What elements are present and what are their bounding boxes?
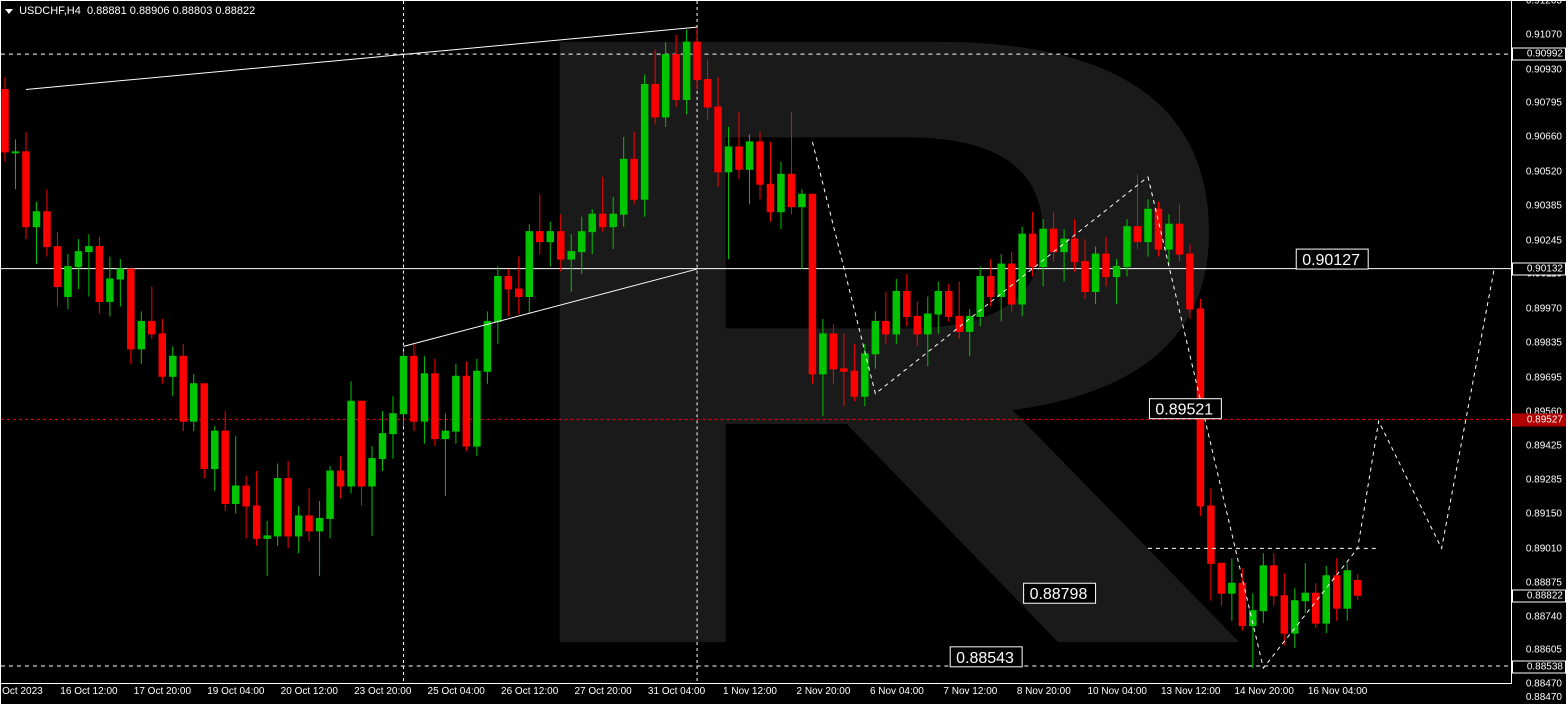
chart-container[interactable]: USDCHF,H4 0.88881 0.88906 0.88803 0.8882… <box>0 0 1567 705</box>
x-tick: 26 Oct 12:00 <box>501 686 558 697</box>
ohlc-l: 0.88803 <box>173 5 213 17</box>
ohlc-c: 0.88822 <box>215 5 255 17</box>
plot-svg: 0.90127 0.89521 0.88798 0.88543 <box>1 1 1511 683</box>
x-tick: 8 Nov 20:00 <box>1017 686 1071 697</box>
x-tick: 13 Oct 2023 <box>0 686 43 697</box>
y-tick: 0.90795 <box>1526 98 1562 109</box>
y-tick: 0.88605 <box>1526 645 1562 656</box>
y-tick: 0.89970 <box>1526 304 1562 315</box>
y-tick: 0.89010 <box>1526 544 1562 555</box>
ohlc-o: 0.88881 <box>87 5 127 17</box>
x-tick: 13 Nov 12:00 <box>1161 686 1221 697</box>
y-tick: 0.91205 <box>1526 0 1562 7</box>
y-price-box: 0.88538 <box>1512 661 1566 674</box>
ohlc-h: 0.88906 <box>130 5 170 17</box>
x-tick: 14 Nov 20:00 <box>1234 686 1294 697</box>
y-tick: 0.91070 <box>1526 29 1562 40</box>
x-tick: 31 Oct 04:00 <box>648 686 705 697</box>
x-tick: 20 Oct 12:00 <box>281 686 338 697</box>
y-tick: 0.89150 <box>1526 509 1562 520</box>
x-tick: 25 Oct 04:00 <box>428 686 485 697</box>
y-tick: 0.90520 <box>1526 167 1562 178</box>
y-price-box: 0.88822 <box>1512 590 1566 603</box>
x-tick: 19 Oct 04:00 <box>207 686 264 697</box>
y-tick: 0.89695 <box>1526 373 1562 384</box>
svg-text:0.88798: 0.88798 <box>1030 586 1088 603</box>
instrument-header: USDCHF,H4 0.88881 0.88906 0.88803 0.8882… <box>5 5 255 17</box>
x-tick: 16 Nov 04:00 <box>1308 686 1368 697</box>
x-tick: 16 Oct 12:00 <box>60 686 117 697</box>
x-tick: 23 Oct 20:00 <box>354 686 411 697</box>
x-tick: 27 Oct 20:00 <box>574 686 631 697</box>
y-tick: 0.89285 <box>1526 475 1562 486</box>
y-price-box: 0.89527 <box>1512 414 1566 427</box>
y-tick: 0.90385 <box>1526 200 1562 211</box>
symbol: USDCHF <box>19 5 64 17</box>
y-tick: 0.88470 <box>1526 679 1562 690</box>
svg-text:0.90127: 0.90127 <box>1302 252 1360 269</box>
x-tick: 2 Nov 20:00 <box>796 686 850 697</box>
watermark-icon <box>560 42 1240 642</box>
y-tick: 0.89425 <box>1526 440 1562 451</box>
svg-text:0.88543: 0.88543 <box>956 650 1014 667</box>
y-tick: 0.88875 <box>1526 577 1562 588</box>
x-axis: 13 Oct 2023 16 Oct 12:00 17 Oct 20:00 19 Oc… <box>1 684 1512 704</box>
y-tick: 0.88740 <box>1526 611 1562 622</box>
timeframe: H4 <box>67 5 81 17</box>
y-tick: 0.90660 <box>1526 132 1562 143</box>
y-tick: 0.90930 <box>1526 64 1562 75</box>
y-price-box: 0.90132 <box>1512 262 1566 275</box>
x-tick: 17 Oct 20:00 <box>134 686 191 697</box>
svg-text:0.89521: 0.89521 <box>1155 402 1213 419</box>
y-axis: 0.91205 0.91070 0.90930 0.90795 0.90660 0.905… <box>1512 1 1566 684</box>
y-axis-bottom-label: 0.88470 <box>1526 692 1562 703</box>
plot-area[interactable]: 0.90127 0.89521 0.88798 0.88543 <box>1 1 1512 684</box>
x-tick: 1 Nov 12:00 <box>723 686 777 697</box>
x-tick: 10 Nov 04:00 <box>1088 686 1148 697</box>
x-tick: 6 Nov 04:00 <box>870 686 924 697</box>
y-tick: 0.89835 <box>1526 338 1562 349</box>
x-tick: 7 Nov 12:00 <box>943 686 997 697</box>
y-price-box: 0.90992 <box>1512 48 1566 61</box>
y-tick: 0.90245 <box>1526 235 1562 246</box>
